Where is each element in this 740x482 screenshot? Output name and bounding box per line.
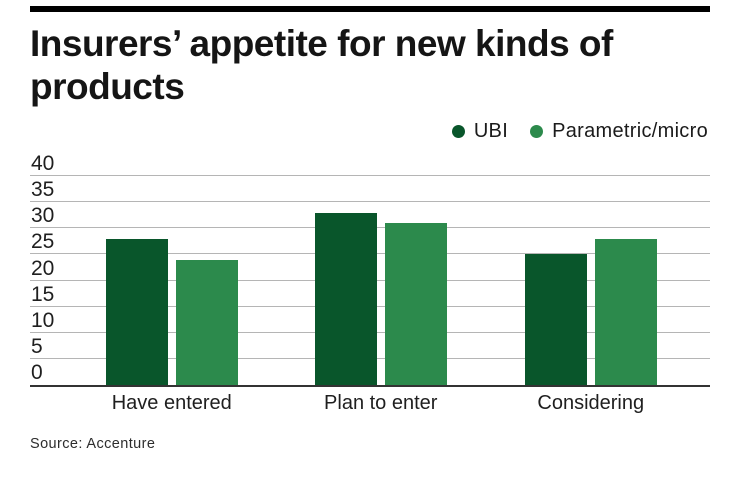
chart-title-line2: products: [30, 66, 185, 107]
gridline-35: [30, 201, 710, 203]
bar-parametric-micro-have-entered: [175, 259, 238, 385]
top-accent-bar: [30, 6, 710, 12]
chart-legend: UBI Parametric/micro: [451, 118, 708, 144]
bar-ubi-considering: [525, 254, 587, 385]
category-label-plan-to-enter: Plan to enter: [324, 392, 438, 414]
y-tick-label-0: 0: [31, 361, 43, 384]
legend-item-ubi: UBI: [451, 119, 509, 143]
y-tick-label-5: 5: [31, 334, 43, 358]
category-label-considering: Considering: [537, 392, 645, 414]
category-label-have-entered: Have entered: [111, 392, 232, 414]
bar-parametric-micro-considering: [594, 238, 657, 385]
y-tick-label-25: 25: [31, 230, 55, 254]
bar-chart-plot-area: 0 5 10 15 20 25 30 35 40 Have entered Plan to ente…: [30, 153, 710, 414]
bar-ubi-plan-to-enter: [315, 212, 377, 385]
y-tick-label-10: 10: [31, 308, 55, 332]
legend-label-ubi: UBI: [473, 119, 509, 142]
y-tick-label-20: 20: [31, 256, 55, 280]
chart-title-line1: Insurers’ appetite for new kinds of: [30, 23, 613, 64]
legend-label-parametric-micro: Parametric/micro: [552, 119, 708, 142]
legend-item-parametric-micro: Parametric/micro: [530, 120, 708, 143]
bar-parametric-micro-plan-to-enter: [384, 223, 447, 385]
bar-ubi-have-entered: [106, 238, 168, 385]
legend-dot-ubi-icon: [451, 124, 465, 138]
y-tick-label-30: 30: [31, 204, 55, 228]
y-tick-label-35: 35: [31, 178, 55, 202]
gridline-40: [30, 175, 710, 176]
source-attribution: Source: Accenture: [30, 436, 156, 452]
chart-title: Insurers’ appetite for new kinds of produ…: [30, 22, 720, 108]
y-tick-label-15: 15: [31, 282, 55, 306]
legend-dot-parametric-micro-icon: [530, 124, 544, 138]
y-tick-label-40: 40: [31, 152, 55, 175]
